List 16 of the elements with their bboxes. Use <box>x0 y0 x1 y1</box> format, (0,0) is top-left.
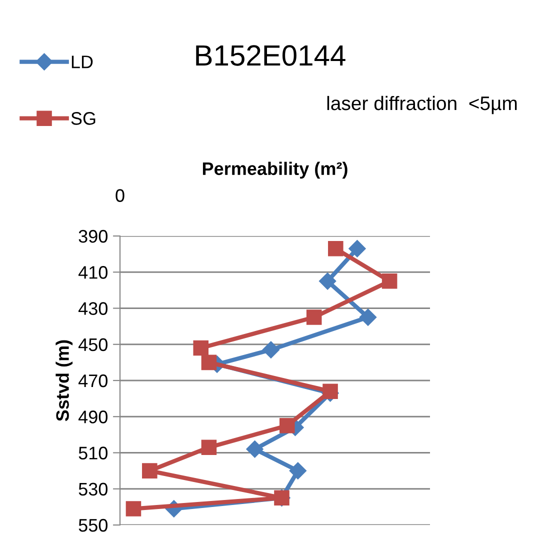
y-tick-label: 410 <box>78 266 108 279</box>
y-axis-title: Sstvd (m) <box>56 340 73 422</box>
y-tick-label: 470 <box>78 374 108 388</box>
legend-label: SG <box>71 112 96 125</box>
chart-title: B152E0144 <box>196 45 346 66</box>
y-tick-label: 550 <box>78 518 108 532</box>
x-axis-title: Permeability (m²) <box>202 162 348 179</box>
y-tick-label: 530 <box>78 482 108 496</box>
chart-subtitle: laser diffraction <5µm <box>327 96 517 114</box>
y-tick-label: 490 <box>78 410 108 424</box>
y-tick-label: 430 <box>78 302 108 315</box>
y-tick-label: 510 <box>78 446 108 460</box>
y-tick-label: 450 <box>78 338 108 352</box>
text: 0 <box>116 189 124 202</box>
legend-label: LD <box>72 56 93 68</box>
y-tick-label: 390 <box>78 230 108 243</box>
